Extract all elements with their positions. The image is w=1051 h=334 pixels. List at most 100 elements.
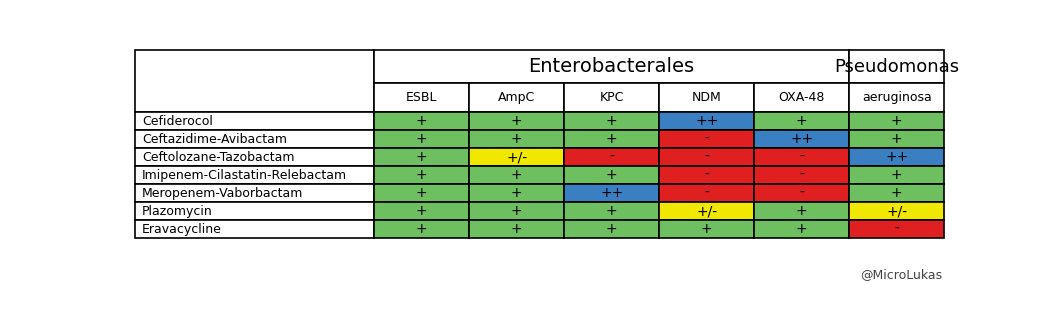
Text: -: - <box>704 168 709 182</box>
Text: -: - <box>704 150 709 164</box>
Bar <box>374 130 469 148</box>
Bar <box>469 148 564 166</box>
Bar <box>849 202 944 220</box>
Bar <box>469 166 564 184</box>
Bar <box>469 83 564 112</box>
Bar <box>469 220 564 238</box>
Text: Imipenem-Cilastatin-Relebactam: Imipenem-Cilastatin-Relebactam <box>142 169 347 182</box>
Text: +: + <box>416 132 428 146</box>
Text: ++: ++ <box>600 186 623 200</box>
Bar <box>849 50 944 83</box>
Text: ++: ++ <box>695 114 718 128</box>
Text: -: - <box>894 222 900 236</box>
Bar <box>469 130 564 148</box>
Bar <box>755 220 849 238</box>
Text: +: + <box>796 204 807 218</box>
Bar <box>659 220 755 238</box>
Text: -: - <box>799 168 804 182</box>
Text: -: - <box>704 132 709 146</box>
Text: +: + <box>511 204 522 218</box>
Bar <box>136 130 374 148</box>
Bar <box>564 112 659 130</box>
Bar <box>755 202 849 220</box>
Bar <box>849 112 944 130</box>
Bar <box>564 166 659 184</box>
Text: Meropenem-Vaborbactam: Meropenem-Vaborbactam <box>142 187 304 200</box>
Text: AmpC: AmpC <box>498 91 535 104</box>
Text: KPC: KPC <box>599 91 624 104</box>
Text: +/-: +/- <box>506 150 528 164</box>
Bar <box>564 148 659 166</box>
Text: Enterobacterales: Enterobacterales <box>529 57 695 76</box>
Text: +: + <box>416 114 428 128</box>
Text: +: + <box>416 222 428 236</box>
Bar <box>659 112 755 130</box>
Text: @MicroLukas: @MicroLukas <box>860 268 942 281</box>
Text: aeruginosa: aeruginosa <box>862 91 931 104</box>
Text: +: + <box>511 186 522 200</box>
Text: +: + <box>796 114 807 128</box>
Bar <box>374 83 469 112</box>
Text: +: + <box>891 114 903 128</box>
Text: +: + <box>605 132 617 146</box>
Bar <box>755 112 849 130</box>
Text: ESBL: ESBL <box>406 91 437 104</box>
Bar <box>755 184 849 202</box>
Text: +: + <box>416 168 428 182</box>
Bar <box>659 130 755 148</box>
Bar <box>469 184 564 202</box>
Bar <box>564 202 659 220</box>
Bar <box>659 83 755 112</box>
Bar <box>136 50 374 112</box>
Text: Cefiderocol: Cefiderocol <box>142 115 213 128</box>
Bar <box>374 148 469 166</box>
Text: -: - <box>799 150 804 164</box>
Text: +: + <box>511 114 522 128</box>
Bar <box>564 220 659 238</box>
Bar <box>849 130 944 148</box>
Text: ++: ++ <box>885 150 908 164</box>
Bar <box>564 184 659 202</box>
Bar <box>136 202 374 220</box>
Text: +: + <box>796 222 807 236</box>
Text: +: + <box>511 132 522 146</box>
Bar <box>659 166 755 184</box>
Bar <box>849 184 944 202</box>
Text: -: - <box>610 150 614 164</box>
Text: +: + <box>891 132 903 146</box>
Bar <box>136 112 374 130</box>
Bar <box>469 202 564 220</box>
Bar <box>755 130 849 148</box>
Bar <box>755 148 849 166</box>
Bar <box>849 220 944 238</box>
Bar <box>755 166 849 184</box>
Bar <box>136 166 374 184</box>
Bar <box>374 202 469 220</box>
Text: +/-: +/- <box>886 204 907 218</box>
Bar <box>849 83 944 112</box>
Bar <box>659 148 755 166</box>
Text: Ceftolozane-Tazobactam: Ceftolozane-Tazobactam <box>142 151 294 164</box>
Text: Ceftazidime-Avibactam: Ceftazidime-Avibactam <box>142 133 287 146</box>
Bar <box>564 130 659 148</box>
Text: Pseudomonas: Pseudomonas <box>834 58 960 76</box>
Text: Eravacycline: Eravacycline <box>142 223 222 235</box>
Text: +: + <box>416 186 428 200</box>
Bar <box>469 112 564 130</box>
Text: ++: ++ <box>790 132 813 146</box>
Bar <box>374 184 469 202</box>
Bar <box>849 166 944 184</box>
Text: NDM: NDM <box>692 91 722 104</box>
Text: +: + <box>605 204 617 218</box>
Text: Plazomycin: Plazomycin <box>142 205 212 218</box>
Bar <box>374 112 469 130</box>
Text: +: + <box>605 222 617 236</box>
Bar <box>659 202 755 220</box>
Text: -: - <box>799 186 804 200</box>
Text: +: + <box>511 222 522 236</box>
Text: +: + <box>511 168 522 182</box>
Bar <box>136 220 374 238</box>
Bar <box>136 148 374 166</box>
Bar <box>374 220 469 238</box>
Text: +/-: +/- <box>696 204 717 218</box>
